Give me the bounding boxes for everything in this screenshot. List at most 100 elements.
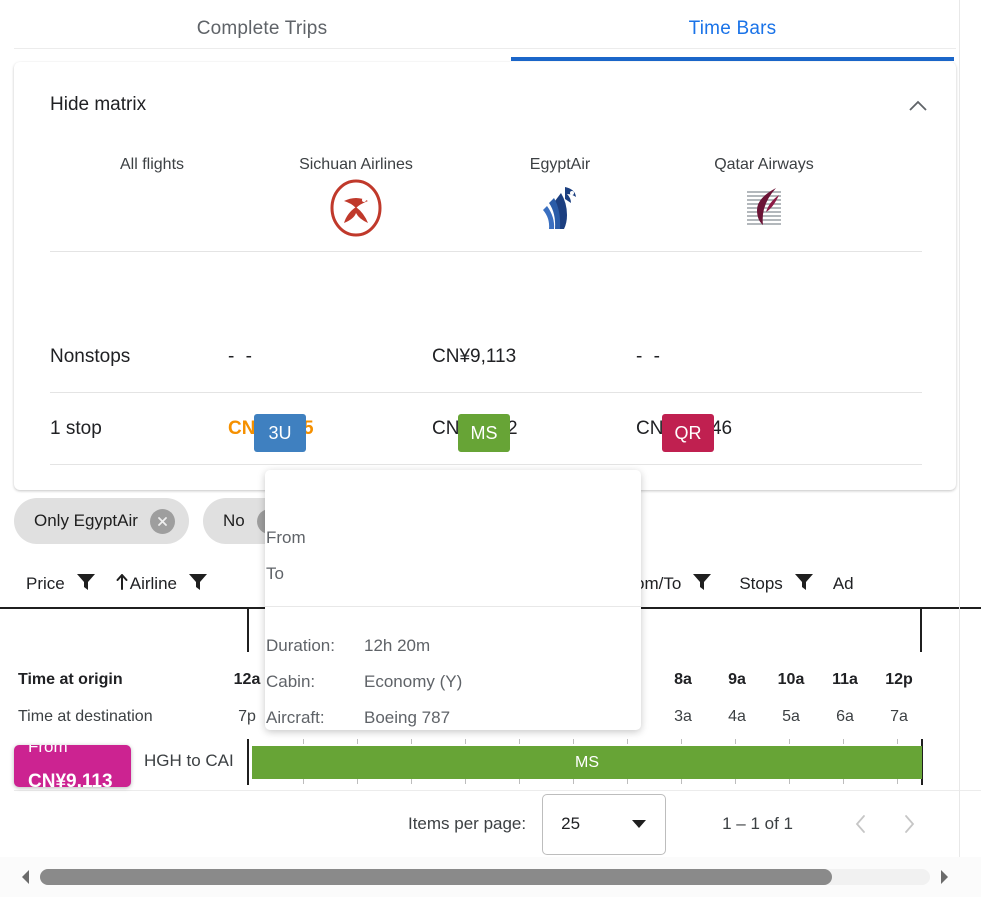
tab-time-bars[interactable]: Time Bars [512, 0, 953, 58]
airline-code-badge-ms[interactable]: MS [458, 414, 510, 452]
matrix-cell-nonstops-ms[interactable]: CN¥9,113 [432, 345, 517, 367]
chevron-left-icon[interactable] [837, 800, 885, 848]
airline-code-label: QR [674, 422, 702, 443]
tooltip-detail-key: Cabin: [266, 672, 316, 691]
timeline-right-divider [920, 609, 922, 652]
matrix-divider [50, 464, 922, 465]
flight-price-badge[interactable]: From CN¥9,113 [14, 745, 131, 787]
matrix-col-sichuan-airlines[interactable]: Sichuan Airlines [254, 146, 458, 251]
airline-code-label: MS [470, 422, 498, 443]
tab-time-bars-label: Time Bars [688, 18, 777, 39]
scrollbar-thumb[interactable] [40, 869, 832, 885]
badge-slot-qr: QR [662, 414, 866, 458]
active-tab-indicator [511, 57, 954, 61]
hide-matrix-label: Hide matrix [50, 94, 147, 115]
flight-route-label: HGH to CAI [144, 751, 234, 770]
tooltip-detail-value: Boeing 787 [364, 708, 451, 727]
matrix-col-qatar-airways[interactable]: Qatar Airways [662, 146, 866, 251]
flight-row-bottom-border [14, 790, 981, 791]
matrix-row-label: 1 stop [50, 417, 102, 439]
tab-complete-trips[interactable]: Complete Trips [42, 0, 482, 58]
filter-icon[interactable] [691, 571, 713, 598]
badge-slot-ms: MS [458, 414, 662, 458]
timeline-axis: Time at origin 12a 8a 9a 10a 11a 12p Tim… [0, 609, 981, 735]
origin-tick-2: 9a [728, 671, 746, 688]
qatar-airways-logo [662, 174, 866, 234]
tooltip-detail-value: 12h 20m [364, 636, 431, 655]
tooltip-detail-key: Aircraft: [266, 708, 325, 727]
paginator: Items per page: 25 1 – 1 of 1 [0, 791, 981, 857]
time-at-destination-label: Time at destination [18, 708, 153, 725]
timeline-left-divider [247, 609, 249, 652]
tab-bar-divider [14, 48, 956, 49]
matrix-row-label: Nonstops [50, 345, 131, 367]
egyptair-logo [458, 174, 662, 234]
filter-icon[interactable] [793, 571, 815, 598]
column-header-airline-label: Airline [115, 573, 177, 596]
column-header-stops[interactable]: Stops [739, 571, 824, 598]
airline-code-badge-3u[interactable]: 3U [254, 414, 306, 452]
badge-slot-empty [50, 414, 254, 458]
flight-row-left-divider [247, 739, 249, 785]
origin-tick-5: 12p [885, 671, 913, 688]
column-header-airline[interactable]: Airline [115, 571, 219, 598]
tooltip-detail-aircraft: Aircraft: Boeing 787 [266, 700, 462, 736]
matrix-header-row: All flights Sichuan Airlines [50, 146, 922, 251]
column-header-additional[interactable]: Ad [833, 574, 854, 594]
filter-icon[interactable] [75, 571, 97, 598]
filter-chip-label: No [222, 511, 245, 530]
airline-code-badge-row: 3U MS QR [50, 414, 922, 458]
matrix-col-egyptair[interactable]: EgyptAir [458, 146, 662, 251]
time-at-destination-row: Time at destination 7p 3a 4a 5a 6a 7a [0, 708, 981, 740]
badge-slot-3u: 3U [254, 414, 458, 458]
tooltip-divider [265, 606, 641, 607]
flight-result-row[interactable]: HGH to CAI MS [0, 739, 981, 791]
matrix-divider [50, 251, 922, 252]
matrix-divider [50, 392, 922, 393]
tooltip-header: From To [265, 470, 641, 605]
flight-time-bar-ms[interactable]: MS [252, 746, 922, 779]
chevron-up-icon[interactable] [904, 92, 932, 120]
items-per-page-label: Items per page: [407, 814, 527, 833]
destination-tick-2: 4a [728, 708, 746, 725]
time-at-origin-row: Time at origin 12a 8a 9a 10a 11a 12p [0, 671, 981, 703]
timeline-gridticks [0, 739, 981, 785]
tooltip-detail-list: Duration: 12h 20m Cabin: Economy (Y) Air… [266, 628, 462, 736]
origin-tick-1: 8a [674, 671, 692, 688]
close-icon[interactable] [149, 508, 175, 534]
tooltip-from-label: From [266, 528, 306, 547]
matrix-grid: All flights Sichuan Airlines [50, 146, 922, 252]
filter-chip-only-egyptair[interactable]: Only EgyptAir [14, 498, 189, 544]
origin-tick-3: 10a [777, 671, 805, 688]
sichuan-airlines-logo [254, 174, 458, 237]
chevron-down-icon [631, 814, 647, 834]
airline-code-label: 3U [268, 422, 292, 443]
airline-code-badge-qr[interactable]: QR [662, 414, 714, 452]
horizontal-scrollbar[interactable] [0, 857, 981, 897]
items-per-page-select[interactable]: 25 [542, 793, 667, 855]
matrix-col-label: Qatar Airways [714, 156, 814, 173]
time-at-origin-label: Time at origin [18, 671, 123, 688]
scroll-right-arrow-icon[interactable] [936, 868, 952, 886]
destination-tick-3: 5a [782, 708, 800, 725]
tooltip-detail-value: Economy (Y) [364, 672, 463, 691]
column-header-airline-text: Airline [129, 574, 177, 593]
destination-tick-1: 3a [674, 708, 692, 725]
matrix-col-all-flights: All flights [50, 146, 254, 251]
matrix-cell-nonstops-qr: - - [636, 345, 663, 367]
panel-right-edge [959, 0, 960, 857]
items-per-page-value: 25 [561, 814, 581, 833]
matrix-col-logo-placeholder [50, 174, 254, 234]
scroll-left-arrow-icon[interactable] [18, 868, 34, 886]
matrix-col-label: Sichuan Airlines [299, 156, 413, 173]
filter-icon[interactable] [187, 571, 209, 598]
tooltip-detail-duration: Duration: 12h 20m [266, 628, 462, 664]
tab-complete-trips-label: Complete Trips [196, 18, 328, 39]
matrix-cell-nonstops-3u: - - [228, 345, 255, 367]
column-header-price[interactable]: Price [26, 571, 107, 598]
chevron-right-icon[interactable] [885, 800, 933, 848]
destination-tick-4: 6a [836, 708, 854, 725]
price-badge-from-label: From [28, 745, 68, 756]
sort-ascending-icon [115, 573, 129, 596]
